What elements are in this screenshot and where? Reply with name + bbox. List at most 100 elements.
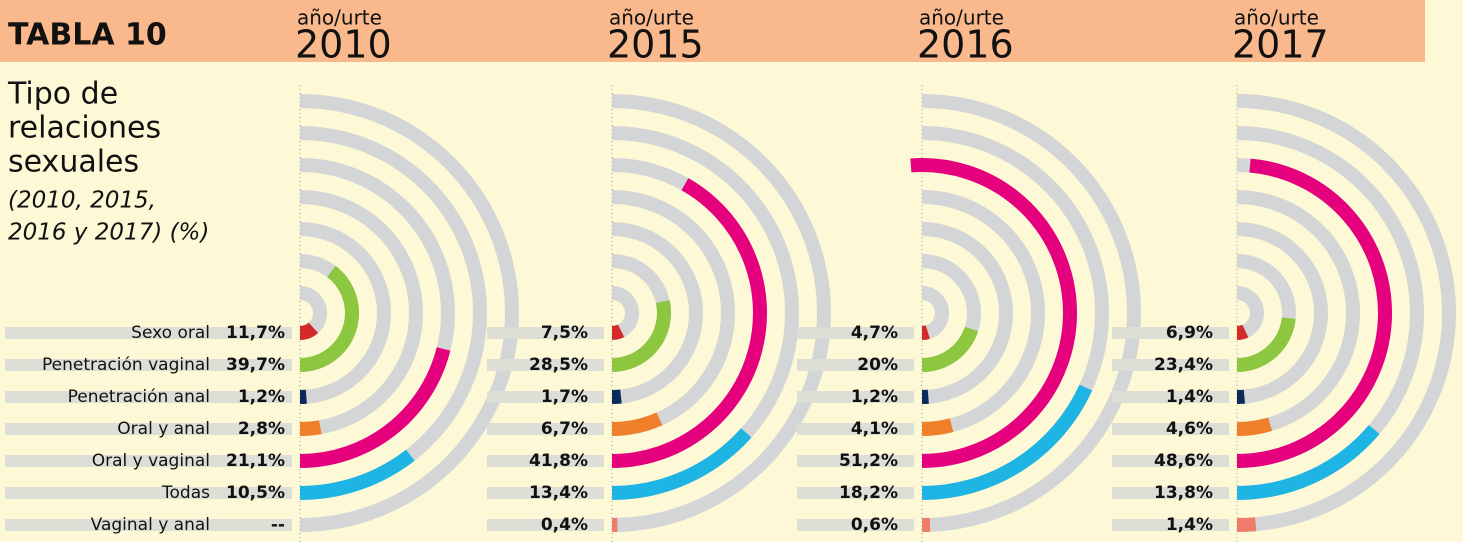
row-strip bbox=[5, 487, 292, 499]
row-strip bbox=[5, 519, 292, 531]
chart-subtitle: año/urte bbox=[609, 6, 694, 30]
ring-track bbox=[921, 94, 1141, 532]
value-label: 13,4% bbox=[529, 483, 588, 503]
value-label: 1,4% bbox=[1166, 387, 1213, 407]
row-strip bbox=[797, 327, 914, 339]
value-label: 0,6% bbox=[851, 515, 898, 535]
ring-bar bbox=[1236, 517, 1257, 532]
ring-bar bbox=[1236, 417, 1273, 436]
row-strip bbox=[487, 423, 604, 435]
value-label: 1,4% bbox=[1166, 515, 1213, 535]
value-label: 41,8% bbox=[529, 451, 588, 471]
row-strip bbox=[797, 455, 914, 467]
row-strip bbox=[487, 487, 604, 499]
value-label: 20% bbox=[857, 355, 898, 375]
value-label: 48,6% bbox=[1154, 451, 1213, 471]
row-strip bbox=[1112, 359, 1229, 371]
value-label: -- bbox=[271, 515, 285, 535]
value-label: 4,1% bbox=[851, 419, 898, 439]
ring-bar bbox=[1236, 424, 1380, 500]
value-label: 11,7% bbox=[226, 323, 285, 343]
subtitle-line: 2016 y 2017) (%) bbox=[8, 220, 209, 246]
value-label: 18,2% bbox=[839, 483, 898, 503]
category-label: Sexo oral bbox=[131, 323, 210, 343]
ring-track bbox=[1236, 190, 1360, 436]
ring-track bbox=[611, 222, 703, 404]
row-strip bbox=[5, 391, 292, 403]
row-strip bbox=[1112, 391, 1229, 403]
category-label: Vaginal y anal bbox=[91, 515, 210, 535]
value-label: 21,1% bbox=[226, 451, 285, 471]
ring-bar bbox=[611, 428, 752, 500]
ring-track bbox=[1236, 222, 1328, 404]
row-strip bbox=[797, 359, 914, 371]
ring-bar bbox=[921, 326, 979, 372]
row-strip bbox=[487, 327, 604, 339]
category-label: Penetración anal bbox=[68, 387, 210, 407]
ring-bar bbox=[910, 158, 1077, 468]
row-strip bbox=[1112, 423, 1229, 435]
value-label: 6,7% bbox=[541, 419, 588, 439]
ring-track bbox=[299, 94, 519, 532]
ring-track bbox=[611, 94, 831, 532]
row-strip bbox=[1112, 487, 1229, 499]
ring-bar bbox=[1236, 317, 1296, 372]
chart-title: 2015 bbox=[607, 23, 704, 67]
header-band bbox=[0, 0, 1425, 62]
ring-bar bbox=[1236, 324, 1249, 340]
row-strip bbox=[5, 423, 292, 435]
ring-bar bbox=[299, 265, 359, 372]
ring-bar bbox=[611, 324, 625, 340]
value-label: 10,5% bbox=[226, 483, 285, 503]
chart-title: 2017 bbox=[1232, 23, 1329, 67]
row-strip bbox=[5, 455, 292, 467]
ring-bar bbox=[921, 325, 930, 340]
value-label: 4,6% bbox=[1166, 419, 1213, 439]
value-label: 6,9% bbox=[1166, 323, 1213, 343]
ring-bar bbox=[921, 418, 954, 436]
chart-title: 2010 bbox=[295, 23, 392, 67]
value-label: 13,8% bbox=[1154, 483, 1213, 503]
row-strip bbox=[1112, 519, 1229, 531]
title-line: relaciones bbox=[8, 111, 161, 146]
subtitle-line: (2010, 2015, bbox=[8, 188, 156, 214]
chart-subtitle: año/urte bbox=[919, 6, 1004, 30]
value-label: 23,4% bbox=[1154, 355, 1213, 375]
table-label: TABLA 10 bbox=[8, 18, 167, 53]
ring-bar bbox=[299, 347, 451, 468]
row-strip bbox=[487, 455, 604, 467]
category-label: Penetración vaginal bbox=[42, 355, 210, 375]
ring-bar bbox=[611, 178, 767, 468]
ring-bar bbox=[611, 300, 671, 372]
chart-subtitle: año/urte bbox=[1234, 6, 1319, 30]
ring-bar bbox=[299, 420, 322, 436]
value-label: 39,7% bbox=[226, 355, 285, 375]
value-label: 0,4% bbox=[541, 515, 588, 535]
row-strip bbox=[1112, 327, 1229, 339]
row-strip bbox=[487, 391, 604, 403]
value-label: 4,7% bbox=[851, 323, 898, 343]
row-strip bbox=[797, 487, 914, 499]
ring-track bbox=[299, 190, 423, 436]
category-label: Oral y vaginal bbox=[92, 451, 210, 471]
value-label: 51,2% bbox=[839, 451, 898, 471]
ring-bar bbox=[299, 449, 415, 500]
row-strip bbox=[487, 359, 604, 371]
category-label: Oral y anal bbox=[117, 419, 210, 439]
ring-track bbox=[299, 222, 391, 404]
title-line: sexuales bbox=[8, 145, 139, 180]
category-label: Todas bbox=[161, 483, 210, 503]
ring-track bbox=[921, 190, 1045, 436]
ring-track bbox=[611, 190, 735, 436]
ring-bar bbox=[611, 412, 663, 436]
value-label: 1,7% bbox=[541, 387, 588, 407]
row-strip bbox=[797, 519, 914, 531]
value-label: 7,5% bbox=[541, 323, 588, 343]
ring-bar bbox=[299, 322, 319, 340]
row-strip bbox=[797, 423, 914, 435]
ring-bar bbox=[1236, 158, 1392, 468]
chart-subtitle: año/urte bbox=[297, 6, 382, 30]
row-strip bbox=[487, 519, 604, 531]
ring-track bbox=[921, 222, 1013, 404]
